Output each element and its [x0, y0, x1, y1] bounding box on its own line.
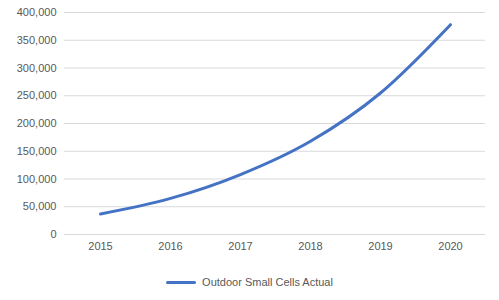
- svg-text:50,000: 50,000: [23, 200, 57, 212]
- svg-text:2018: 2018: [298, 240, 322, 252]
- svg-text:2017: 2017: [228, 240, 252, 252]
- svg-text:100,000: 100,000: [17, 173, 57, 185]
- svg-text:2020: 2020: [438, 240, 462, 252]
- svg-text:2015: 2015: [88, 240, 112, 252]
- svg-text:150,000: 150,000: [17, 145, 57, 157]
- svg-text:350,000: 350,000: [17, 34, 57, 46]
- svg-text:400,000: 400,000: [17, 6, 57, 18]
- svg-text:200,000: 200,000: [17, 117, 57, 129]
- svg-text:0: 0: [50, 228, 56, 240]
- svg-text:2016: 2016: [158, 240, 182, 252]
- svg-text:300,000: 300,000: [17, 62, 57, 74]
- html-text:Outdoor Small Cells Actual: Outdoor Small Cells Actual: [202, 276, 333, 288]
- svg-text:2019: 2019: [368, 240, 392, 252]
- svg-text:250,000: 250,000: [17, 89, 57, 101]
